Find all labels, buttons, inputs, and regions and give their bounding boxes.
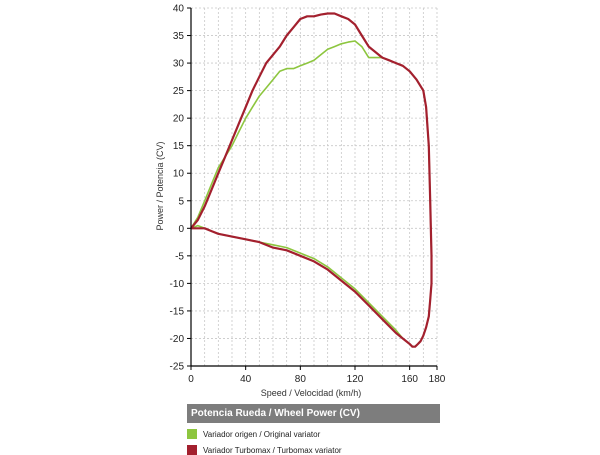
y-tick-label: -15 (170, 306, 185, 317)
legend-swatch-turbomax (187, 445, 197, 455)
chart-series (190, 12, 433, 348)
y-tick-label: 5 (178, 196, 184, 207)
x-tick-label: 180 (429, 374, 446, 385)
x-axis-label: Speed / Velocidad (km/h) (261, 388, 362, 398)
legend-swatch-original (187, 429, 197, 439)
legend-title: Potencia Rueda / Wheel Power (CV) (187, 404, 440, 423)
y-tick-label: -5 (175, 251, 184, 262)
legend-label-turbomax: Variador Turbomax / Turbomax variator (203, 445, 342, 455)
x-tick-label: 80 (295, 374, 307, 385)
y-tick-label: -10 (170, 279, 185, 290)
y-axis-label: Power / Potencia (CV) (155, 141, 165, 230)
chart-grid (191, 7, 438, 367)
y-tick-label: 25 (173, 86, 185, 97)
y-tick-label: 10 (173, 169, 185, 180)
x-tick-label: 40 (240, 374, 252, 385)
y-tick-label: 0 (178, 224, 184, 235)
legend-item-turbomax: Variador Turbomax / Turbomax variator (187, 445, 440, 455)
x-tick-label: 0 (188, 374, 194, 385)
x-tick-label: 160 (401, 374, 418, 385)
legend-item-original: Variador origen / Original variator (187, 429, 440, 439)
y-tick-label: 15 (173, 141, 185, 152)
y-tick-label: 30 (173, 59, 185, 70)
y-tick-label: 40 (173, 4, 185, 15)
legend: Potencia Rueda / Wheel Power (CV) Variad… (187, 404, 440, 455)
series-line-1 (190, 12, 433, 348)
y-tick-label: -25 (170, 362, 185, 373)
legend-label-original: Variador origen / Original variator (203, 429, 321, 439)
y-tick-label: 20 (173, 114, 185, 125)
series-line-0 (190, 40, 433, 348)
y-tick-label: -20 (170, 334, 185, 345)
y-tick-label: 35 (173, 31, 185, 42)
x-tick-label: 120 (347, 374, 364, 385)
